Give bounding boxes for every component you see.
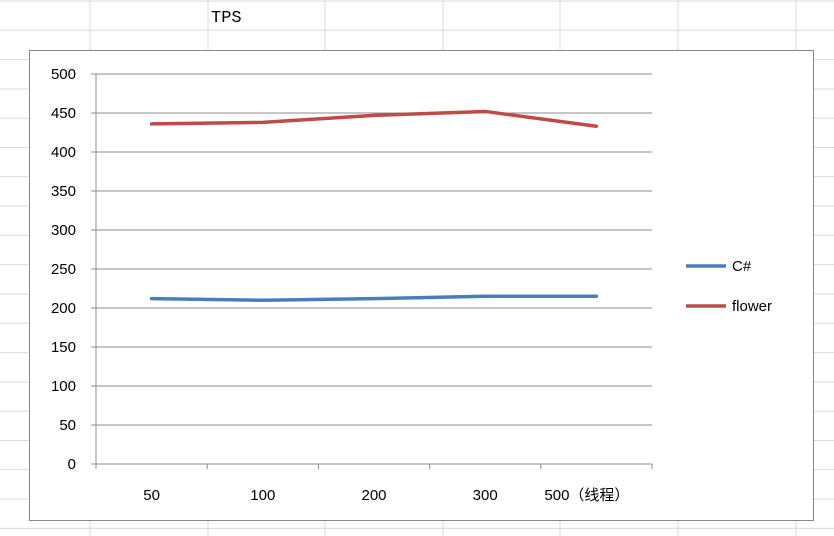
series-line-csharp[interactable] <box>149 294 599 302</box>
sheet-title-cell[interactable]: TPS <box>211 9 242 28</box>
legend-label: flower <box>732 298 772 315</box>
x-tick-label: 200 <box>361 487 386 504</box>
x-tick-label: 100 <box>250 487 275 504</box>
y-tick-label: 300 <box>51 222 76 239</box>
y-tick-label: 50 <box>59 417 76 434</box>
x-tick-label: 500（线程） <box>544 487 629 504</box>
y-tick-label: 200 <box>51 300 76 317</box>
chart-area[interactable] <box>29 50 814 521</box>
y-tick-label: 250 <box>51 261 76 278</box>
y-tick-label: 400 <box>51 144 76 161</box>
y-tick-label: 450 <box>51 105 76 122</box>
y-tick-label: 500 <box>51 66 76 83</box>
legend-label: C# <box>732 258 752 275</box>
x-tick-label: 50 <box>143 487 160 504</box>
series-line-flower[interactable] <box>149 109 599 129</box>
y-tick-label: 100 <box>51 378 76 395</box>
y-tick-label: 350 <box>51 183 76 200</box>
x-tick-label: 300 <box>473 487 498 504</box>
y-tick-label: 150 <box>51 339 76 356</box>
y-tick-label: 0 <box>68 456 76 473</box>
